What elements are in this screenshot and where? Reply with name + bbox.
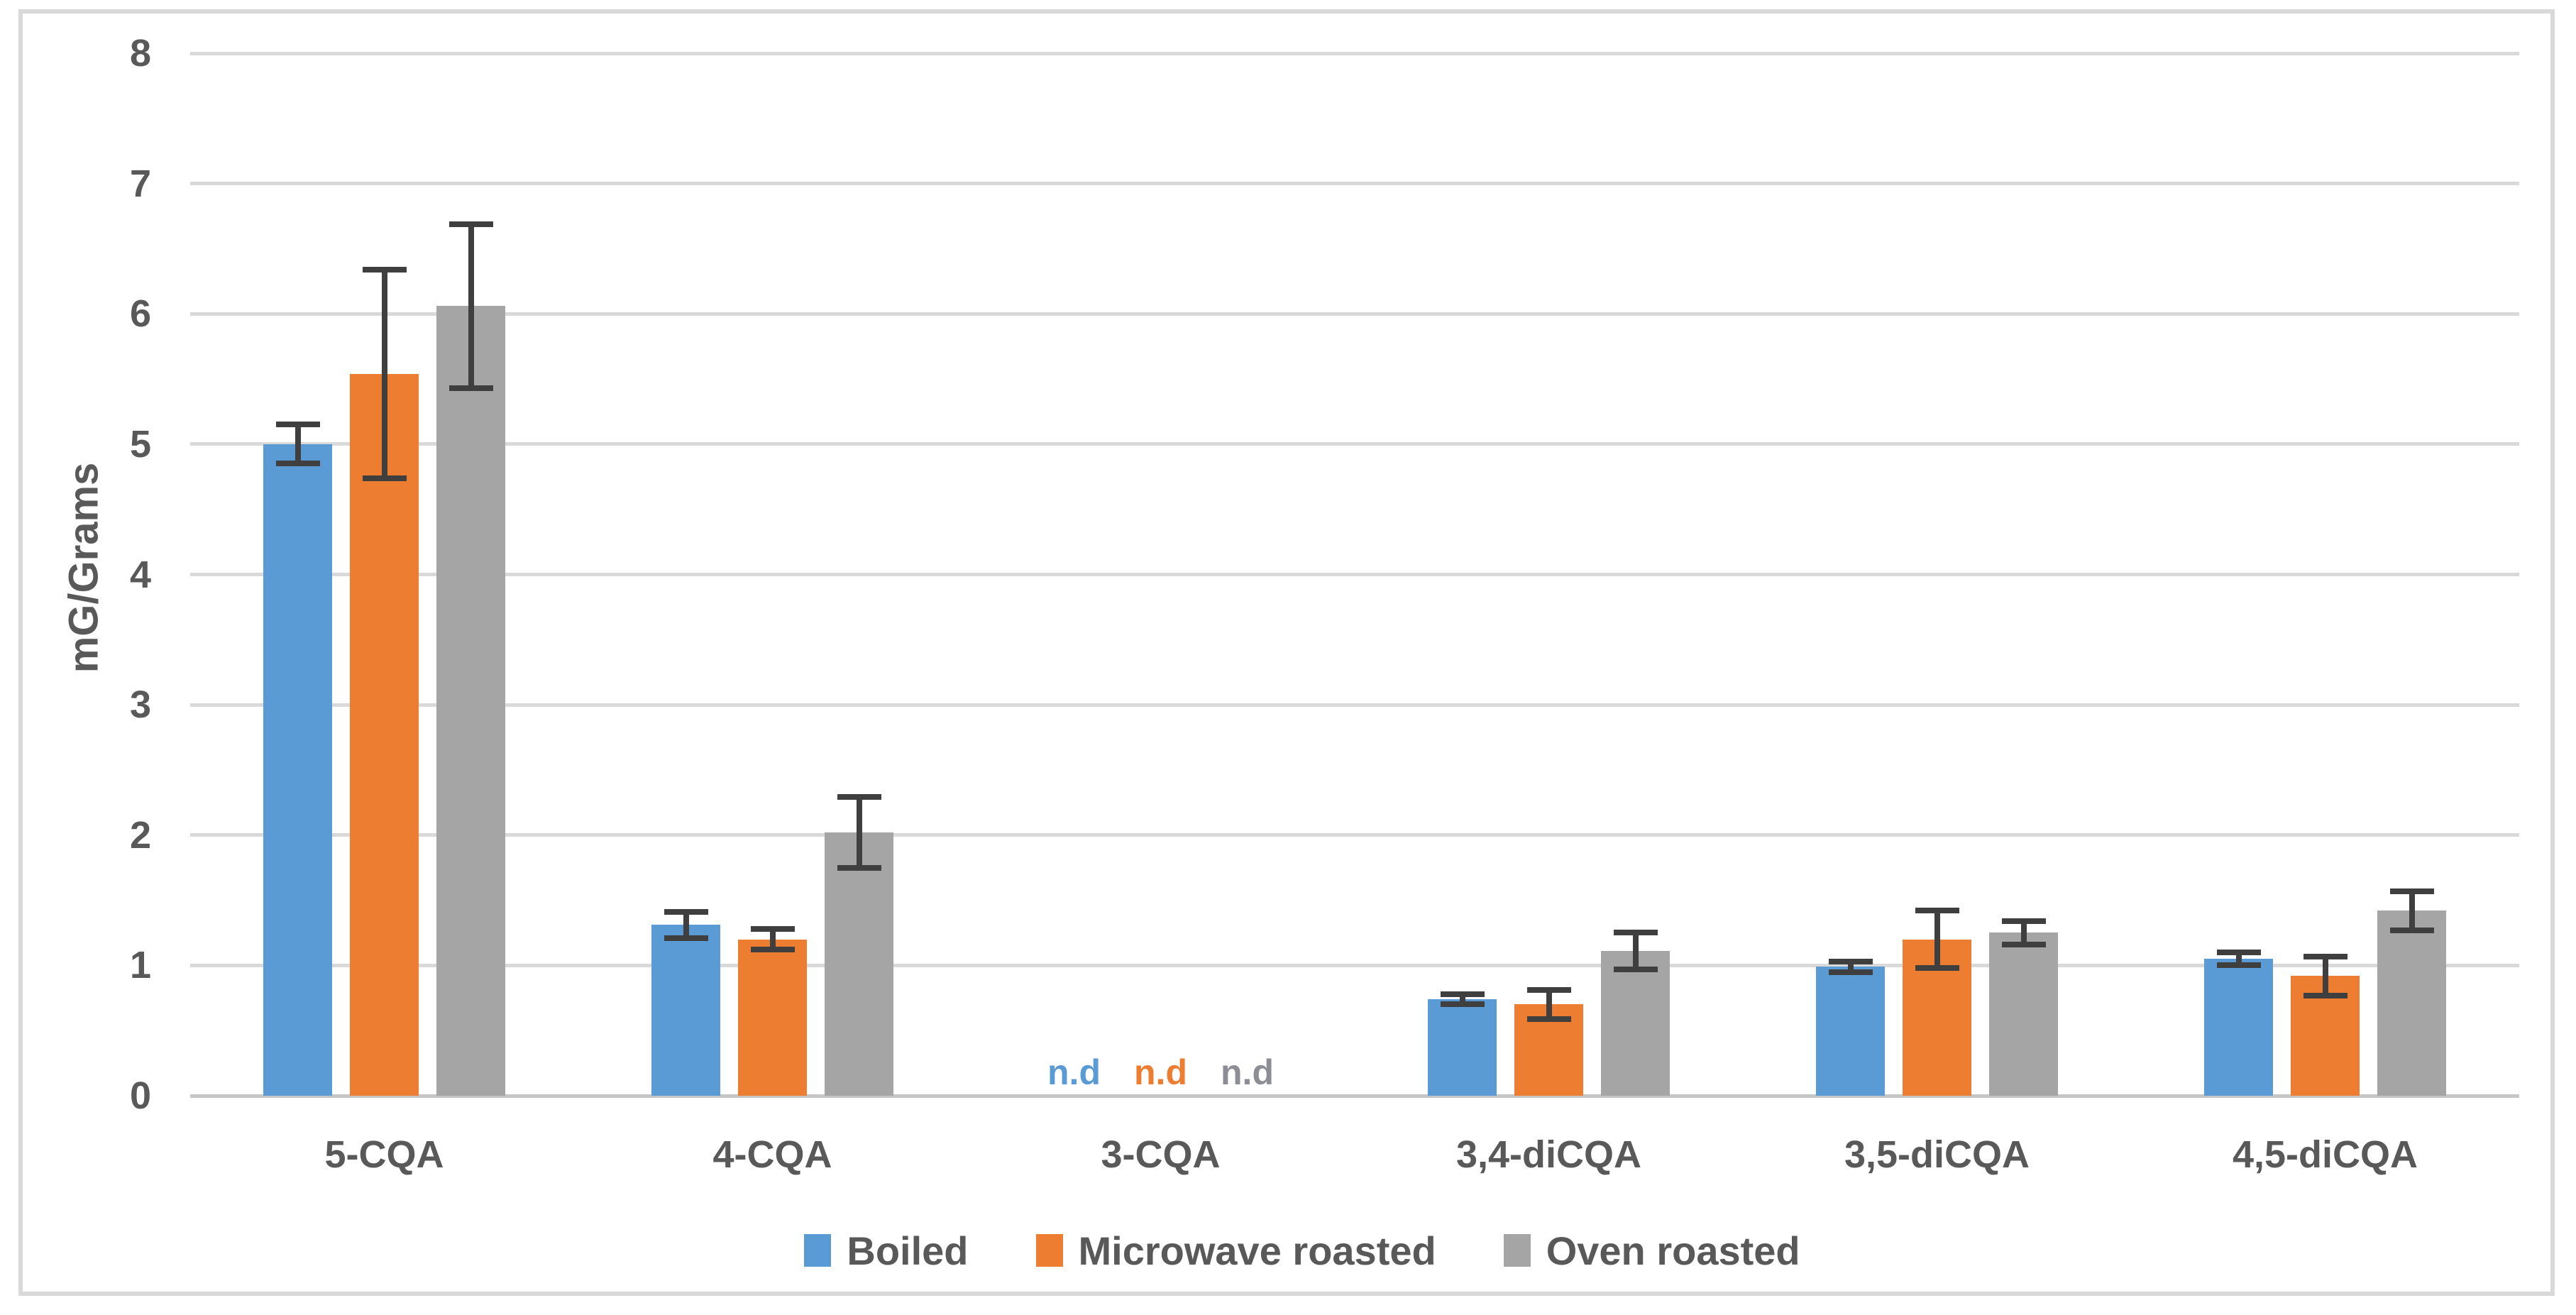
category-label: 3-CQA [1101,1133,1221,1176]
error-bar [2235,952,2242,966]
error-bar [2409,891,2415,930]
gridline [190,573,2519,576]
category-label: 4,5-diCQA [2232,1133,2418,1176]
y-tick-label: 1 [129,944,151,987]
gridline [190,312,2519,316]
error-bar [381,269,387,478]
bar [1428,999,1497,1096]
gridline [190,833,2519,837]
error-bar-cap [275,461,320,467]
y-tick-label: 7 [129,162,151,205]
error-bar [683,912,689,938]
error-bar-cap [1526,987,1571,994]
error-bar-cap [275,422,320,428]
bar [738,939,807,1096]
y-tick-label: 2 [129,813,151,857]
legend-label: Microwave roasted [1078,1228,1436,1273]
error-bar-cap [2389,888,2434,894]
gridline [190,703,2519,707]
error-bar-cap [2389,927,2434,933]
error-bar-cap [2303,992,2347,998]
error-bar-cap [1915,908,1959,914]
error-bar-cap [750,925,795,932]
y-tick-label: 6 [129,292,151,336]
error-bar-cap [1828,969,1873,975]
error-bar [1632,932,1639,969]
legend-label: Boiled [847,1228,969,1273]
category-label: 5-CQA [324,1133,444,1176]
bar [2204,959,2273,1096]
legend: Boiled Microwave roasted Oven roasted [0,1222,2576,1279]
category-label: 3,5-diCQA [1844,1133,2030,1176]
error-bar-cap [664,909,708,915]
error-bar [2322,956,2328,996]
bar [2377,910,2446,1096]
error-bar-cap [837,864,881,871]
bar [1816,967,1885,1096]
gridline [190,182,2519,186]
error-bar-cap [362,266,407,273]
y-tick-label: 8 [129,32,151,75]
error-bar-cap [1613,930,1658,936]
y-tick-label: 5 [129,422,151,466]
error-bar [1934,910,1940,969]
y-tick-label: 0 [129,1074,151,1117]
x-axis-line [190,1094,2519,1098]
gridline [190,442,2519,446]
bar [1601,951,1670,1096]
legend-marker [1035,1234,1063,1267]
error-bar-cap [750,947,795,953]
error-bar-cap [664,935,708,941]
error-bar-cap [2216,962,2261,969]
error-bar-cap [837,794,881,800]
legend-marker [1503,1234,1531,1267]
error-bar-cap [2001,941,2046,947]
nd-label: n.d [1221,1052,1274,1092]
legend-item: Boiled [804,1228,969,1274]
bar [350,373,419,1096]
gridline [190,51,2519,55]
legend-item: Oven roasted [1503,1228,1800,1274]
y-tick-label: 4 [129,553,151,596]
error-bar [1847,961,1854,972]
bar [1989,932,2058,1096]
bar [651,925,720,1096]
error-bar-cap [1613,966,1658,972]
legend-item: Microwave roasted [1035,1228,1436,1274]
error-bar [856,797,862,868]
bar [436,306,505,1096]
category-label: 3,4-diCQA [1455,1133,1642,1176]
error-bar-cap [2216,950,2261,955]
error-bar-cap [2303,953,2347,959]
error-bar-cap [1526,1016,1571,1022]
nd-label: n.d [1047,1052,1101,1092]
legend-label: Oven roasted [1546,1228,1800,1273]
error-bar-cap [1440,1001,1485,1008]
error-bar-cap [1828,958,1873,964]
category-label: 4-CQA [712,1133,832,1176]
error-bar [2020,920,2027,945]
error-bar [1459,994,1465,1005]
error-bar [769,928,776,950]
error-bar-cap [2001,918,2046,924]
error-bar [468,224,474,388]
bar [825,832,893,1096]
chart-border [18,9,2555,1296]
error-bar-cap [1915,965,1959,972]
error-bar-cap [1440,991,1485,997]
error-bar-cap [448,221,493,227]
gridline [190,963,2519,967]
bar [263,444,332,1096]
nd-label: n.d [1134,1052,1187,1092]
error-bar [1546,990,1552,1019]
error-bar-cap [448,385,493,391]
y-tick-label: 3 [129,683,151,727]
error-bar [295,424,301,464]
legend-marker [804,1234,832,1267]
error-bar-cap [362,475,407,481]
